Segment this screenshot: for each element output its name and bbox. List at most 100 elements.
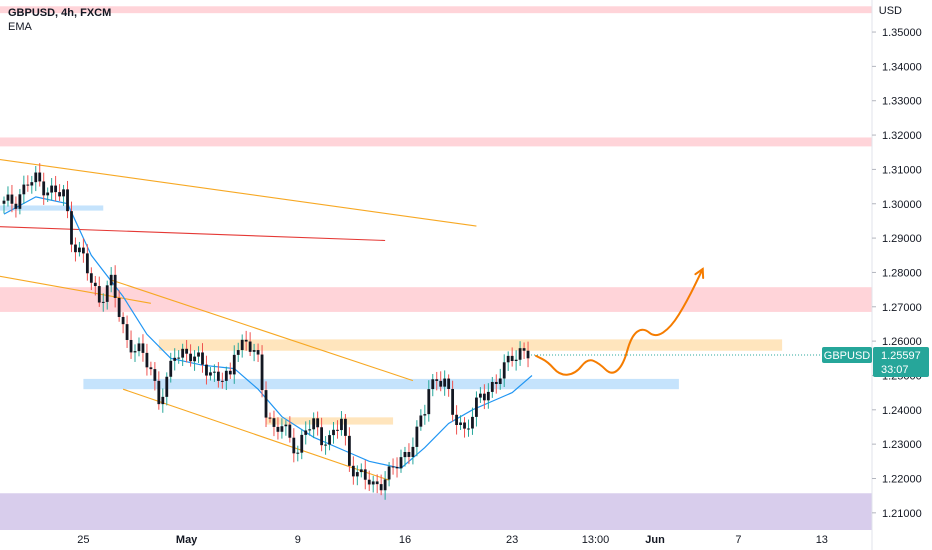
candle-body — [486, 391, 490, 401]
candle-body — [205, 364, 208, 376]
zone-orange-6 — [266, 417, 394, 425]
candle-body — [125, 324, 129, 340]
candle-body — [181, 348, 185, 358]
zone-resistance-1 — [0, 137, 872, 147]
candle-body — [336, 429, 339, 431]
candle-body — [268, 417, 272, 419]
x-tick-label: 9 — [295, 534, 301, 546]
indicator-label[interactable]: EMA — [8, 21, 32, 33]
candle-body — [300, 434, 304, 453]
candle-body — [387, 466, 391, 480]
candle-body — [359, 469, 363, 473]
candle-body — [498, 378, 502, 385]
candle-body — [526, 350, 530, 359]
price-badge-value: 1.25597 — [881, 350, 921, 362]
candle-body — [439, 380, 443, 387]
candle-body — [34, 172, 38, 183]
candle-body — [431, 379, 435, 390]
projection-path — [534, 268, 704, 376]
candle-body — [38, 172, 42, 182]
candle-body — [506, 355, 510, 363]
candle-body — [455, 414, 458, 425]
y-tick-label: 1.28000 — [882, 267, 922, 279]
candle-body — [141, 343, 145, 353]
candle-body — [244, 339, 248, 342]
candle-body — [490, 381, 494, 392]
y-tick-label: 1.22000 — [882, 473, 922, 485]
candle-body — [6, 194, 10, 201]
time-axis[interactable]: 25 May 9 16 23 13:00 Jun 7 13 — [77, 534, 828, 546]
x-tick-label: May — [176, 534, 198, 546]
candle-body — [375, 481, 379, 485]
projection-layer — [534, 267, 705, 376]
candle-body — [2, 200, 6, 204]
candle-body — [213, 371, 216, 373]
candle-body — [494, 381, 498, 385]
candle-body — [74, 244, 77, 253]
symbol-badge-label: GBPUSD — [824, 350, 871, 362]
candle-body — [312, 418, 316, 430]
candle-body — [423, 414, 427, 416]
candle-body — [10, 194, 14, 204]
candle-body — [82, 247, 85, 254]
candle-body — [66, 189, 69, 212]
candle-body — [367, 479, 371, 485]
candle-body — [419, 415, 423, 427]
zone-support-4 — [83, 378, 679, 390]
symbol-title[interactable]: GBPUSD, 4h, FXCM — [8, 7, 112, 19]
candle-body — [224, 370, 228, 381]
candle-body — [475, 397, 478, 417]
candle-body — [93, 282, 97, 287]
candle-body — [105, 285, 109, 302]
candle-body — [447, 378, 451, 389]
candle-body — [340, 418, 343, 431]
candle-body — [46, 192, 50, 196]
x-tick-label: 13:00 — [582, 534, 610, 546]
candle-body — [113, 274, 117, 298]
candle-body — [260, 354, 264, 391]
candle-body — [42, 181, 46, 196]
candle-body — [228, 370, 232, 375]
zone-support-5 — [0, 205, 104, 211]
trend-line-1 — [0, 275, 151, 304]
candle-body — [85, 253, 89, 274]
candle-body — [344, 418, 347, 436]
candle-body — [157, 380, 161, 405]
candle-body — [161, 396, 165, 405]
candle-body — [383, 479, 387, 491]
candle-body — [169, 360, 173, 377]
currency-label[interactable]: USD — [878, 5, 902, 17]
x-tick-label: 23 — [506, 534, 518, 546]
candle-body — [435, 379, 439, 381]
candle-body — [177, 357, 181, 359]
candle-body — [54, 185, 58, 193]
candle-body — [201, 352, 204, 365]
candle-body — [240, 339, 244, 351]
x-tick-label: 25 — [77, 534, 89, 546]
candle-body — [173, 357, 177, 361]
candle-body — [482, 393, 486, 401]
candle-body — [328, 435, 331, 445]
candle-body — [117, 297, 121, 317]
candle-body — [415, 426, 419, 447]
candle-body — [399, 457, 403, 469]
y-tick-label: 1.33000 — [882, 96, 922, 108]
candle-body — [89, 273, 93, 283]
candle-body — [133, 351, 137, 353]
y-tick-label: 1.34000 — [882, 61, 922, 73]
candle-body — [332, 429, 335, 436]
candle-body — [14, 203, 18, 209]
y-tick-label: 1.31000 — [882, 164, 922, 176]
candle-body — [18, 194, 22, 209]
candle-body — [209, 372, 212, 376]
candle-body — [502, 362, 506, 379]
zone-resistance-0 — [0, 6, 872, 14]
price-axis[interactable]: 1.210001.220001.230001.240001.250001.260… — [872, 27, 922, 520]
candle-body — [197, 352, 200, 357]
trend-line-0 — [0, 159, 477, 227]
candle-body — [355, 472, 359, 477]
candle-body — [185, 348, 189, 354]
candle-body — [70, 211, 73, 245]
candle-body — [411, 446, 415, 457]
